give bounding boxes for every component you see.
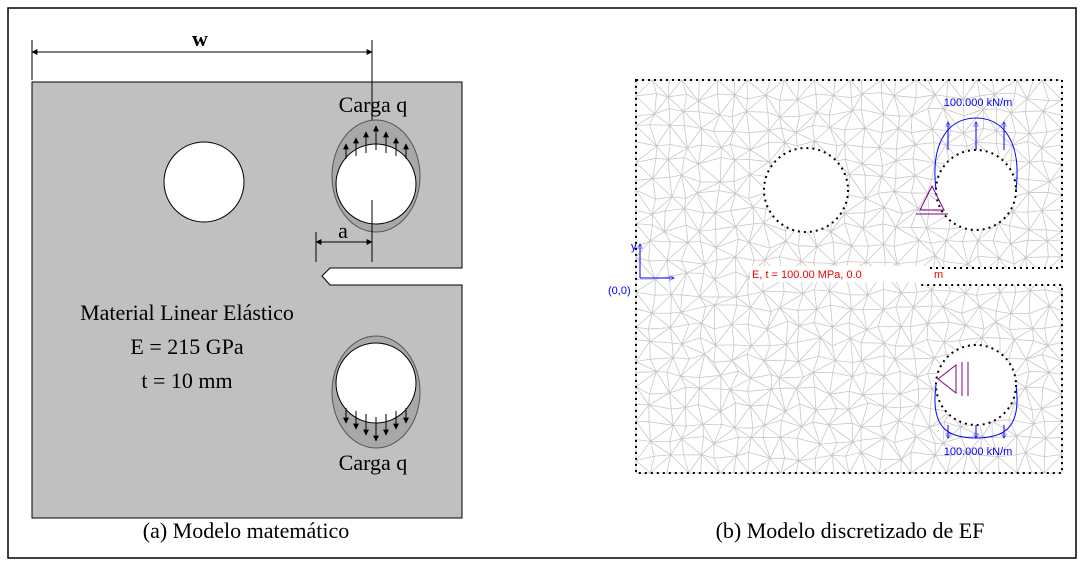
material-text: E = 215 GPa — [130, 334, 243, 359]
figure: w Carga q a Material Linear Elástico E =… — [0, 0, 1084, 565]
property-unit: m — [934, 269, 943, 281]
axis-label: y — [631, 241, 637, 253]
load-label: 100.000 kN/m — [944, 446, 1012, 458]
load-label: Carga q — [339, 92, 408, 117]
load-label: Carga q — [339, 450, 408, 475]
dimension-label: a — [338, 218, 348, 243]
hole — [336, 343, 416, 423]
hole — [336, 144, 416, 224]
material-text: t = 10 mm — [141, 368, 232, 393]
material-text: Material Linear Elástico — [80, 300, 294, 325]
mesh-hole — [936, 345, 1016, 425]
origin-label: (0,0) — [608, 285, 631, 297]
property-label: E, t = 100.00 MPa, 0.0 — [752, 269, 862, 281]
mesh-hole — [764, 148, 848, 232]
mesh-hole — [936, 150, 1016, 230]
page: w Carga q a Material Linear Elástico E =… — [0, 0, 1084, 565]
caption: (a) Modelo matemático — [143, 518, 349, 543]
dimension-label: w — [192, 26, 208, 51]
slit — [922, 268, 1064, 285]
caption: (b) Modelo discretizado de EF — [716, 518, 985, 543]
hole — [164, 142, 244, 222]
load-label: 100.000 kN/m — [944, 97, 1012, 109]
